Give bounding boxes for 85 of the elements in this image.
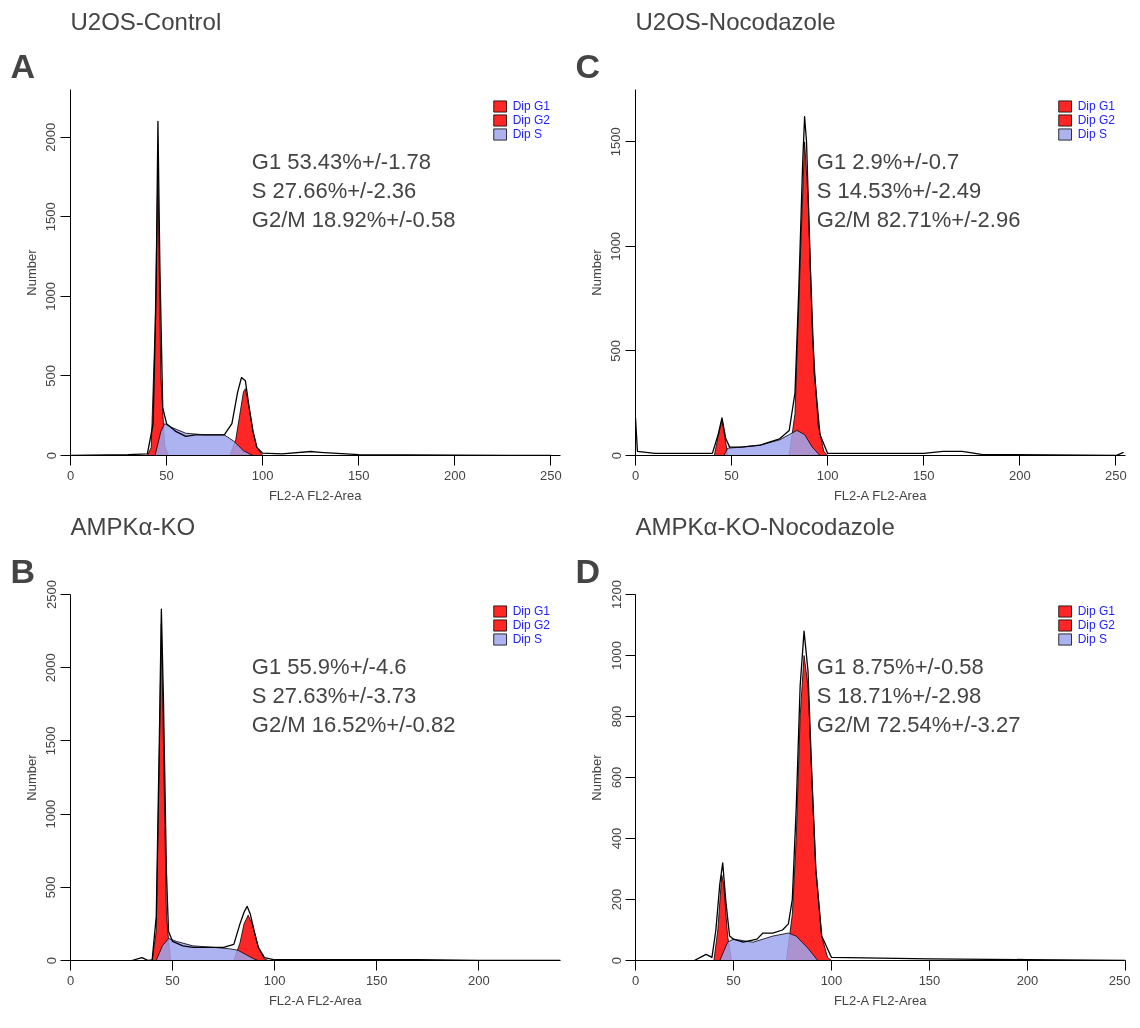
x-tick-label: 0: [631, 972, 640, 988]
y-tick-label: 0: [43, 451, 59, 460]
legend-label: Dip G2: [1077, 618, 1115, 632]
annotation: S 27.63%+/-3.73: [251, 682, 417, 708]
x-tick-label: 100: [816, 467, 839, 483]
y-axis-title: Number: [588, 753, 604, 801]
y-tick-label: 500: [43, 876, 59, 899]
x-tick-label: 50: [165, 972, 180, 988]
annotation: G1 53.43%+/-1.78: [251, 148, 431, 174]
x-tick-label: 200: [1016, 972, 1039, 988]
y-tick-label: 600: [608, 766, 624, 789]
chart-title: U2OS-Nocodazole: [635, 7, 836, 35]
legend-label: Dip G1: [512, 604, 550, 618]
x-tick-label: 0: [631, 467, 640, 483]
legend-label: Dip G1: [1077, 604, 1115, 618]
y-tick-label: 1000: [608, 641, 624, 670]
x-tick-label: 0: [66, 972, 75, 988]
chart-title: AMPKα-KO-Nocodazole: [635, 512, 895, 540]
y-tick-label: 0: [608, 451, 624, 460]
x-tick-label: 250: [1105, 467, 1127, 483]
x-tick-label: 150: [912, 467, 935, 483]
x-tick-label: 50: [159, 467, 174, 483]
y-tick-label: 1500: [43, 202, 59, 232]
legend-label: Dip S: [512, 632, 542, 646]
x-tick-label: 100: [251, 467, 274, 483]
annotation: G2/M 82.71%+/-2.96: [816, 207, 1021, 233]
annotation: S 18.71%+/-2.98: [816, 682, 982, 708]
x-tick-label: 150: [365, 972, 388, 988]
legend-label: Dip S: [1077, 127, 1107, 141]
y-tick-label: 1000: [608, 231, 624, 261]
x-tick-label: 150: [347, 467, 370, 483]
y-tick-label: 1000: [43, 281, 59, 311]
text: C: [575, 46, 601, 85]
y-tick-label: 2000: [43, 653, 59, 683]
x-tick-label: 100: [820, 972, 843, 988]
annotation: G1 8.75%+/-0.58: [816, 653, 984, 679]
y-tick-label: 2000: [43, 122, 59, 152]
x-tick-label: 250: [1108, 972, 1131, 988]
x-axis-title: FL2-A FL2-Area: [833, 992, 928, 1008]
x-tick-label: 0: [66, 467, 75, 483]
chart-title: U2OS-Control: [70, 7, 222, 35]
legend-label: Dip G1: [512, 99, 550, 113]
legend-label: Dip G2: [512, 113, 550, 127]
annotation: S 27.66%+/-2.36: [251, 177, 417, 203]
y-tick-label: 800: [608, 705, 624, 728]
legend-label: Dip S: [512, 127, 542, 141]
x-tick-label: 200: [1008, 467, 1031, 483]
y-tick-label: 400: [608, 827, 624, 850]
annotation: S 14.53%+/-2.49: [816, 177, 982, 203]
x-tick-label: 150: [918, 972, 941, 988]
x-axis-title: FL2-A FL2-Area: [268, 487, 363, 503]
y-tick-label: 2500: [43, 580, 59, 609]
y-tick-label: 500: [608, 340, 624, 362]
x-axis-title: FL2-A FL2-Area: [833, 487, 928, 503]
text: A: [10, 46, 36, 85]
y-tick-label: 1500: [43, 726, 59, 756]
y-axis-title: Number: [23, 753, 39, 801]
legend-label: Dip G1: [1077, 99, 1115, 113]
y-tick-label: 200: [608, 888, 624, 911]
annotation: G1 2.9%+/-0.7: [816, 148, 960, 174]
y-tick-label: 500: [43, 365, 59, 387]
x-tick-label: 100: [263, 972, 286, 988]
chart-title: AMPKα-KO: [70, 512, 196, 540]
y-tick-label: 0: [608, 956, 624, 965]
x-axis-title: FL2-A FL2-Area: [268, 992, 363, 1008]
y-axis-title: Number: [23, 248, 39, 296]
y-axis-title: Number: [588, 248, 604, 296]
legend-label: Dip G2: [1077, 113, 1115, 127]
x-tick-label: 50: [726, 972, 741, 988]
annotation: G2/M 16.52%+/-0.82: [251, 712, 456, 738]
legend-label: Dip S: [1077, 632, 1107, 646]
annotation: G2/M 72.54%+/-3.27: [816, 712, 1021, 738]
annotation: G1 55.9%+/-4.6: [251, 653, 407, 679]
x-tick-label: 200: [443, 467, 466, 483]
text: D: [575, 551, 601, 590]
y-tick-label: 1500: [608, 127, 624, 157]
text: B: [10, 551, 36, 590]
y-tick-label: 0: [43, 956, 59, 965]
annotation: G2/M 18.92%+/-0.58: [251, 207, 456, 233]
x-tick-label: 200: [467, 972, 490, 988]
y-tick-label: 1000: [43, 799, 59, 829]
legend-label: Dip G2: [512, 618, 550, 632]
x-tick-label: 50: [724, 467, 739, 483]
x-tick-label: 250: [540, 467, 562, 483]
y-tick-label: 1200: [608, 580, 624, 609]
